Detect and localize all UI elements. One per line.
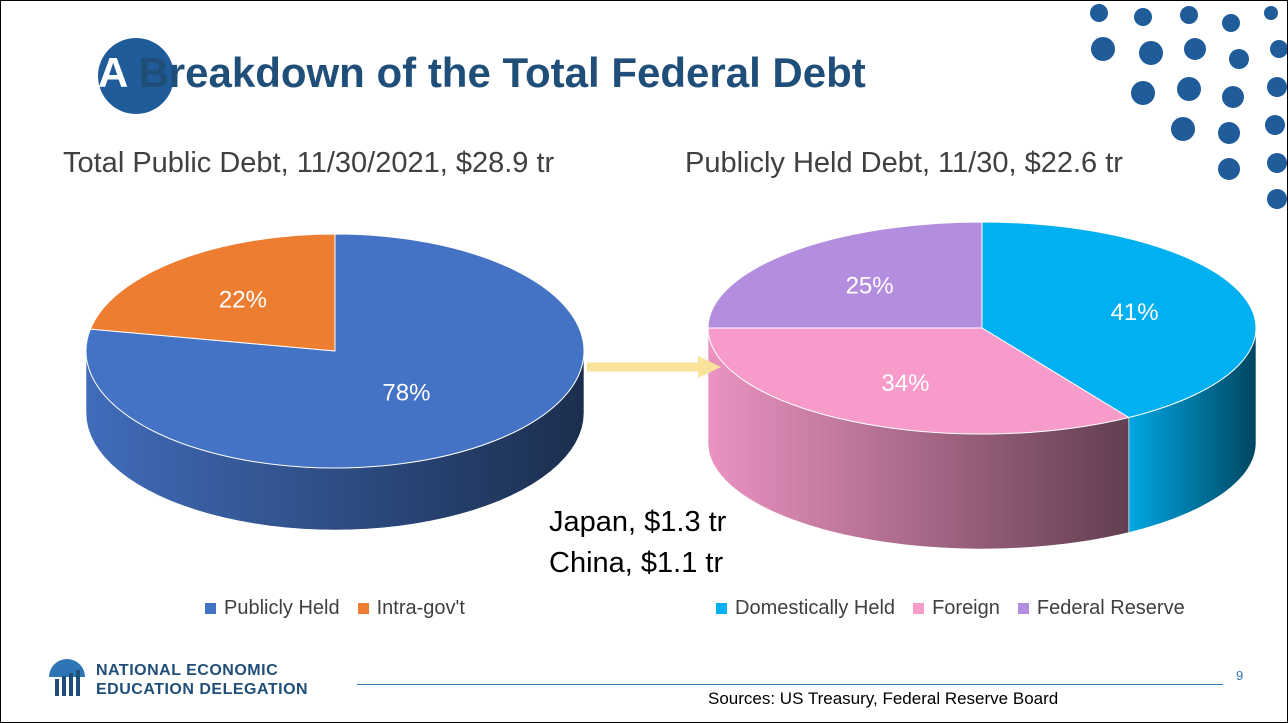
- legend-item-federal-reserve: Federal Reserve: [1017, 597, 1185, 620]
- decorative-dot: [1270, 40, 1287, 58]
- org-line-2: EDUCATION DELEGATION: [96, 681, 309, 698]
- decorative-dot: [1171, 117, 1195, 141]
- decorative-dot: [1267, 153, 1287, 173]
- page-number: 9: [1236, 668, 1244, 683]
- legend-item-publicly-held: Publicly Held: [205, 597, 340, 620]
- pie-slice-1-2: [707, 221, 983, 329]
- right-chart-title: Publicly Held Debt, 11/30, $22.6 tr: [685, 147, 1123, 179]
- legend-item-foreign: Foreign: [913, 597, 1000, 620]
- decorative-dot: [1218, 158, 1240, 180]
- title-circle: [98, 38, 174, 114]
- connector-arrow-head-icon: [698, 356, 721, 378]
- decorative-dot: [1180, 6, 1198, 24]
- decorative-dot: [1134, 8, 1152, 26]
- decorative-dot: [1229, 49, 1249, 69]
- decorative-dot: [1090, 4, 1108, 22]
- legend-label: Federal Reserve: [1036, 597, 1185, 619]
- legend-label: Publicly Held: [224, 597, 340, 619]
- left-legend: Publicly Held Intra-gov't: [205, 597, 483, 620]
- title-rest: Breakdown of the Total Federal Debt: [126, 49, 866, 96]
- legend-swatch: [357, 603, 369, 614]
- decorative-dot: [1222, 86, 1244, 108]
- decorative-dot: [1267, 189, 1287, 209]
- pie-slice-1-0: [981, 221, 1257, 419]
- legend-label: Domestically Held: [735, 597, 896, 619]
- org-name: NATIONAL ECONOMIC EDUCATION DELEGATION: [96, 661, 308, 699]
- footer-divider: [357, 684, 1223, 685]
- pie-slice-0-1: [89, 233, 336, 352]
- legend-label: Foreign: [932, 597, 1000, 619]
- sources-note: Sources: US Treasury, Federal Reserve Bo…: [708, 689, 1059, 708]
- annotation-japan: Japan, $1.3 tr: [549, 506, 727, 538]
- decorative-dot: [1131, 81, 1155, 105]
- decorative-dot: [1264, 6, 1278, 20]
- decorative-dot: [1184, 38, 1206, 60]
- pie-chart-0: 78% 22%: [85, 233, 585, 531]
- pie-label-1-1: 34%: [881, 370, 929, 397]
- pie-label-0-1: 22%: [219, 287, 267, 314]
- legend-item-intra-govt: Intra-gov't: [357, 597, 465, 620]
- legend-label: Intra-gov't: [376, 597, 465, 619]
- legend-swatch: [913, 603, 925, 614]
- slide-title: A Breakdown of the Total Federal Debt: [98, 49, 866, 97]
- pie-label-0-0: 78%: [382, 380, 430, 407]
- legend-item-domestically-held: Domestically Held: [716, 597, 895, 620]
- legend-swatch: [716, 603, 727, 614]
- legend-swatch: [1017, 603, 1029, 614]
- decorative-dot: [1267, 77, 1287, 97]
- legend-swatch: [205, 603, 216, 614]
- pie-chart-1: 41% 34% 25%: [707, 221, 1257, 550]
- title-first-letter: A: [98, 49, 127, 96]
- decorative-dot: [1091, 37, 1115, 61]
- need-logo-icon: [49, 659, 85, 696]
- decorative-dot: [1139, 41, 1163, 65]
- right-legend: Domestically Held Foreign Federal Reserv…: [716, 597, 1203, 620]
- decorative-dot: [1222, 14, 1240, 32]
- pie-slice-1-1: [707, 327, 1131, 435]
- annotation-china: China, $1.1 tr: [549, 547, 724, 579]
- pie-label-1-0: 41%: [1111, 299, 1159, 326]
- org-line-1: NATIONAL ECONOMIC: [96, 662, 279, 679]
- decorative-dot: [1177, 77, 1201, 101]
- decorative-dots: [1090, 4, 1287, 209]
- pie-label-1-2: 25%: [846, 273, 894, 300]
- decorative-dot: [1265, 115, 1285, 135]
- left-chart-title: Total Public Debt, 11/30/2021, $28.9 tr: [63, 147, 555, 179]
- decorative-dot: [1218, 122, 1240, 144]
